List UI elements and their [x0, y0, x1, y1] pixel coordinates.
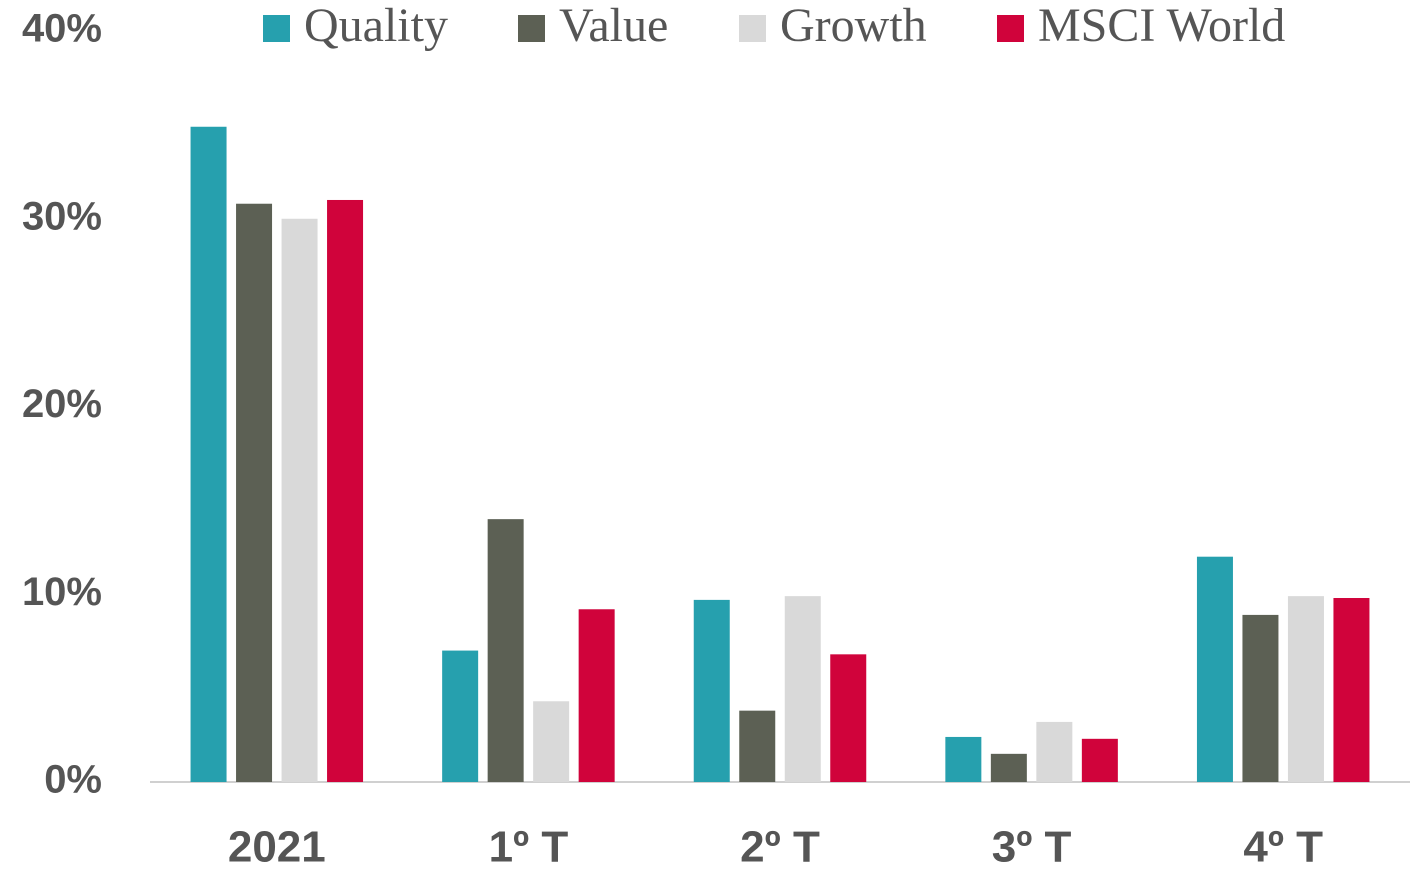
x-tick-label: 2º T — [740, 823, 820, 870]
bar — [487, 519, 524, 782]
x-tick-label: 4º T — [1243, 823, 1323, 870]
bar — [1196, 556, 1233, 782]
x-tick-label: 2021 — [228, 823, 326, 870]
legend-swatch — [997, 15, 1024, 42]
bar — [830, 654, 867, 782]
y-tick-label: 10% — [22, 570, 102, 614]
bar — [533, 701, 570, 782]
bar — [281, 218, 318, 782]
bar — [1081, 738, 1118, 782]
legend-label: MSCI World — [1038, 0, 1285, 52]
bar — [945, 736, 982, 782]
legend-label: Growth — [780, 0, 927, 52]
y-tick-label: 30% — [22, 194, 102, 238]
bar — [236, 203, 273, 783]
legend-swatch — [518, 15, 545, 42]
bar — [1287, 596, 1324, 782]
bar — [327, 199, 364, 783]
bar — [739, 710, 776, 782]
legend-swatch — [263, 15, 290, 42]
y-tick-label: 40% — [22, 7, 102, 51]
legend-label: Value — [559, 0, 668, 52]
bar — [693, 599, 730, 782]
bar — [990, 753, 1027, 782]
bar — [578, 609, 615, 782]
bar — [784, 596, 821, 782]
bar — [190, 126, 227, 782]
bar — [1242, 614, 1279, 782]
legend-label: Quality — [304, 0, 448, 52]
y-tick-label: 20% — [22, 382, 102, 426]
legend-swatch — [739, 15, 766, 42]
y-tick-label: 0% — [44, 758, 102, 802]
bar — [442, 650, 479, 782]
bar — [1036, 721, 1073, 782]
x-tick-label: 1º T — [489, 823, 569, 870]
x-tick-label: 3º T — [992, 823, 1072, 870]
bar — [1333, 598, 1370, 782]
